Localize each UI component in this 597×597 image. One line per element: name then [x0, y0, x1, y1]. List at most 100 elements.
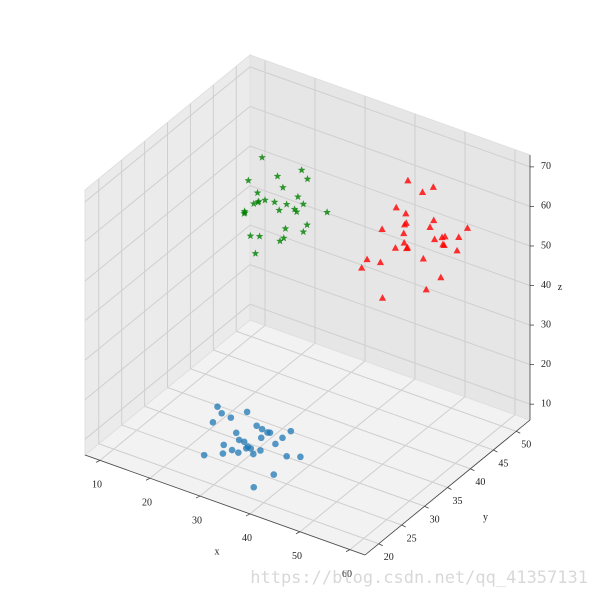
x-tick-label: 30	[192, 515, 202, 526]
point	[463, 224, 472, 231]
y-axis-label: y	[483, 512, 488, 523]
point	[218, 409, 225, 417]
point	[303, 175, 312, 183]
point	[250, 483, 258, 491]
point	[279, 183, 287, 191]
point	[297, 166, 306, 174]
z-tick-label: 70	[541, 161, 551, 172]
point	[358, 264, 366, 271]
point	[283, 452, 290, 460]
z-tick-label: 30	[541, 319, 551, 330]
grid-line	[84, 185, 251, 321]
x-tick-label: 60	[342, 569, 352, 580]
point	[323, 208, 331, 216]
point	[244, 176, 253, 184]
point	[257, 447, 264, 454]
point	[378, 294, 387, 301]
grid-line	[249, 303, 531, 405]
point	[392, 203, 400, 211]
grid-line	[84, 264, 251, 401]
point	[429, 183, 437, 190]
x-tick-label: 50	[292, 551, 302, 562]
grid-line	[84, 303, 251, 440]
tick-mark	[493, 449, 498, 453]
point	[430, 235, 439, 243]
point	[282, 200, 291, 208]
y-tick-label: 45	[498, 458, 508, 469]
point	[250, 450, 257, 458]
point	[422, 285, 430, 293]
grid-line	[167, 387, 448, 488]
tick-mark	[345, 549, 351, 553]
point	[400, 229, 408, 237]
tick-mark	[295, 531, 301, 535]
tick-mark	[516, 430, 521, 434]
grid-line	[249, 264, 531, 366]
y-axis	[364, 419, 531, 556]
x-axis	[84, 454, 366, 556]
point	[232, 429, 240, 437]
point	[249, 199, 258, 207]
point	[270, 198, 279, 206]
point	[439, 240, 447, 248]
point	[402, 219, 410, 226]
tick-mark	[401, 524, 406, 528]
point	[419, 254, 427, 262]
point	[275, 206, 283, 214]
y-tick-label: 30	[430, 515, 440, 526]
point	[404, 176, 412, 184]
z-axis-label: z	[558, 282, 563, 293]
point	[430, 216, 438, 224]
point	[258, 425, 266, 433]
point	[438, 233, 446, 241]
point	[241, 208, 249, 217]
point	[200, 451, 208, 459]
point	[261, 196, 269, 204]
grid-line	[249, 224, 531, 326]
point	[418, 188, 427, 196]
point	[281, 224, 290, 232]
point	[220, 441, 228, 449]
tick-mark	[424, 505, 429, 509]
point	[279, 234, 288, 242]
point	[246, 231, 255, 240]
point	[272, 440, 279, 448]
point	[453, 246, 461, 254]
y-tick-label: 20	[384, 552, 394, 563]
z-tick-label: 60	[541, 201, 551, 212]
grid-line	[84, 66, 251, 203]
point	[287, 427, 295, 435]
grid-line	[213, 349, 494, 451]
point	[292, 207, 301, 216]
point	[378, 225, 386, 232]
point	[299, 200, 308, 208]
point	[235, 436, 243, 444]
grid-line	[190, 368, 471, 470]
y-tick-label: 50	[521, 440, 531, 451]
grid-line	[84, 145, 251, 282]
point	[403, 244, 411, 252]
point	[254, 197, 263, 205]
tick-mark	[447, 487, 452, 490]
point	[303, 220, 311, 229]
grid-line	[98, 443, 379, 545]
grid-line	[249, 185, 531, 286]
tick-mark	[378, 543, 383, 547]
point	[363, 255, 371, 263]
point	[214, 403, 221, 411]
point	[251, 249, 260, 257]
watermark: https://blog.csdn.net/qq_41357131	[250, 568, 588, 588]
point	[243, 408, 251, 416]
z-tick-label: 20	[541, 359, 551, 370]
point	[209, 419, 217, 426]
x-axis-label: x	[215, 546, 220, 557]
point	[290, 205, 299, 213]
tick-mark	[195, 495, 201, 499]
point	[255, 232, 264, 240]
z-tick-label: 50	[541, 240, 551, 251]
point	[376, 258, 385, 266]
point	[227, 414, 235, 421]
point	[266, 429, 274, 436]
